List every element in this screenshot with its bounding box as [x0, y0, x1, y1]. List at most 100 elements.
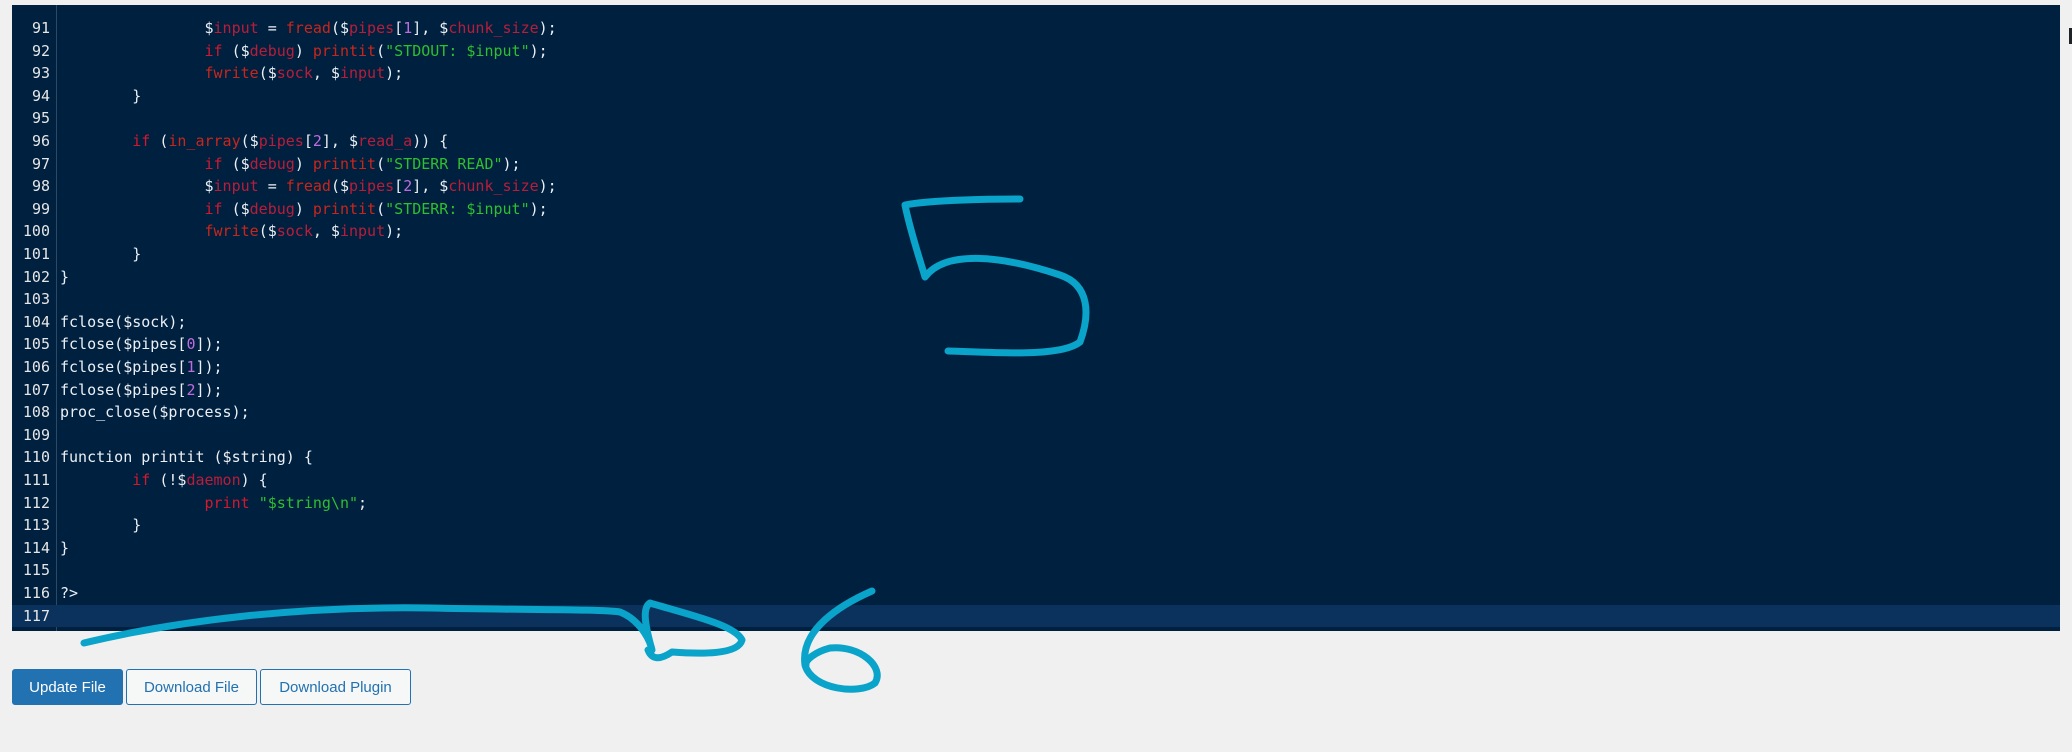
line-number: 110 [22, 448, 50, 467]
line-number: 98 [31, 177, 50, 196]
code-text: fclose($pipes[1]); [60, 356, 223, 379]
code-token: 0 [186, 335, 196, 354]
code-text: } [60, 243, 141, 266]
code-token: $ [204, 19, 214, 37]
code-token: ($ [330, 177, 349, 196]
code-token: fwrite [204, 64, 259, 83]
code-token: input [213, 19, 259, 37]
code-token: ); [502, 154, 521, 173]
line-number: 116 [22, 584, 50, 602]
code-token: chunk_size [448, 177, 539, 196]
code-line[interactable]: 98 $input = fread($pipes[2], $chunk_size… [12, 175, 2060, 198]
code-token [60, 42, 205, 60]
code-token: (!$ [150, 471, 187, 489]
code-line[interactable]: 115 [12, 559, 2060, 582]
code-token: fclose($sock); [60, 312, 187, 331]
code-token: pipes [258, 132, 304, 150]
code-token: ], $ [412, 177, 449, 196]
code-line[interactable]: 105 fclose($pipes[0]); [12, 333, 2060, 356]
code-token [60, 19, 205, 37]
code-token: fwrite [204, 222, 259, 241]
line-number: 113 [22, 516, 50, 535]
code-line[interactable]: 94 } [12, 85, 2060, 108]
code-line[interactable]: 104 fclose($sock); [12, 311, 2060, 334]
code-token [60, 200, 205, 218]
code-token: if [204, 154, 223, 173]
code-line[interactable]: 116 ?> [12, 582, 2060, 605]
code-token: ) [294, 154, 313, 173]
code-line[interactable]: 113 } [12, 514, 2060, 537]
code-line[interactable]: 112 print "$string\n"; [12, 492, 2060, 515]
line-number: 117 [22, 606, 50, 625]
code-token: 2 [186, 380, 196, 399]
code-token: ) [294, 41, 313, 60]
download-plugin-button[interactable]: Download Plugin [260, 669, 411, 705]
download-file-button[interactable]: Download File [126, 669, 257, 705]
code-token: fclose($pipes[ [60, 358, 187, 376]
code-line[interactable]: 91 $input = fread($pipes[1], $chunk_size… [12, 17, 2060, 40]
line-number-gutter [12, 5, 57, 631]
code-text: $input = fread($pipes[2], $chunk_size); [60, 175, 556, 198]
code-text: if ($debug) printit("STDERR READ"); [60, 153, 521, 176]
code-line[interactable]: 107 fclose($pipes[2]); [12, 379, 2060, 402]
code-line[interactable]: 114} [12, 537, 2060, 560]
code-line[interactable]: 103 [12, 288, 2060, 311]
code-line[interactable]: 108 proc_close($process); [12, 401, 2060, 424]
code-token [60, 64, 205, 82]
code-text: } [60, 537, 69, 560]
code-token: ($ [240, 132, 259, 150]
code-token: printit [312, 154, 377, 173]
code-token: print [204, 493, 250, 512]
code-line[interactable]: 101 } [12, 243, 2060, 266]
code-line[interactable]: 117 [12, 604, 2060, 628]
line-number: 96 [31, 132, 50, 150]
code-text: if ($debug) printit("STDERR: $input"); [60, 198, 548, 221]
code-line[interactable]: 93 fwrite($sock, $input); [12, 62, 2060, 85]
code-token [60, 471, 132, 489]
line-number: 91 [31, 19, 50, 37]
code-line[interactable]: 100 fwrite($sock, $input); [12, 220, 2060, 243]
code-token: proc_close($process); [60, 403, 250, 422]
code-line[interactable]: 99 if ($debug) printit("STDERR: $input")… [12, 198, 2060, 221]
code-text: if (in_array($pipes[2], $read_a)) { [60, 130, 448, 153]
update-file-button[interactable]: Update File [12, 669, 123, 705]
code-token: ( [376, 154, 386, 173]
code-token: sock [276, 64, 313, 83]
code-token: 2 [312, 132, 322, 150]
code-line[interactable]: 102} [12, 266, 2060, 289]
code-token: } [60, 516, 142, 535]
code-token: fread [285, 19, 331, 37]
code-token: fread [285, 177, 331, 196]
code-token: [ [394, 177, 404, 196]
code-line[interactable]: 110 function printit ($string) { [12, 446, 2060, 469]
line-number: 103 [22, 290, 50, 309]
code-token: ($ [222, 199, 250, 218]
line-number: 92 [31, 41, 50, 60]
line-number: 93 [31, 64, 50, 83]
code-token: printit [312, 41, 377, 60]
code-editor[interactable]: 91 $input = fread($pipes[1], $chunk_size… [12, 5, 2060, 631]
code-token: printit [312, 199, 377, 218]
code-text: print "$string\n"; [60, 492, 368, 515]
code-line[interactable]: 111 if (!$daemon) { [12, 469, 2060, 492]
code-token: if [204, 199, 223, 218]
code-token: read_a [358, 132, 413, 150]
line-number: 109 [22, 425, 50, 444]
code-line[interactable]: 109 [12, 424, 2060, 447]
code-token: ); [538, 19, 557, 37]
code-token: ( [376, 199, 386, 218]
code-token: pipes [349, 19, 395, 37]
code-token: } [60, 267, 70, 286]
code-line[interactable]: 106 fclose($pipes[1]); [12, 356, 2060, 379]
code-token: debug [249, 199, 295, 218]
code-line[interactable]: 96 if (in_array($pipes[2], $read_a)) { [12, 130, 2060, 153]
code-line[interactable]: 97 if ($debug) printit("STDERR READ"); [12, 153, 2060, 176]
code-line[interactable]: 95 [12, 107, 2060, 130]
code-text: } [60, 514, 141, 537]
line-number: 112 [22, 493, 50, 512]
code-token: [ [394, 19, 404, 37]
code-token: ); [529, 199, 548, 218]
code-line[interactable]: 92 if ($debug) printit("STDOUT: $input")… [12, 40, 2060, 63]
scroll-edge-marker [2069, 28, 2072, 44]
code-token: } [60, 538, 70, 557]
